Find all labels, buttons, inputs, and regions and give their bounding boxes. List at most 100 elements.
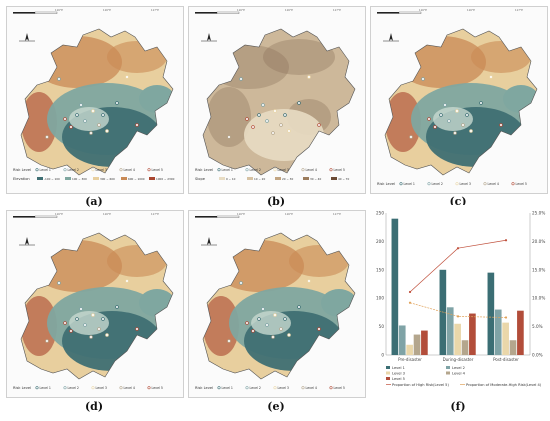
legend-variable-title: Slope <box>195 177 206 181</box>
legend-class-label: -100 ~ 100 <box>44 177 60 181</box>
legend-level-label: Level 5 <box>334 386 345 390</box>
risk-point <box>297 101 301 105</box>
legend-level-label: Level 5 <box>152 168 163 172</box>
map-svg: Risk Level Level 1 Level 2 Level 3 Level 4 Le… <box>195 8 356 181</box>
risk-point <box>101 113 105 117</box>
lon-tick: 116°E <box>419 8 427 12</box>
caption-d: (d) <box>84 400 104 413</box>
legend-level-label: Level 5 <box>334 168 345 172</box>
legend-entry: Level 5 <box>392 377 405 381</box>
legend-level-label: Level 3 <box>96 168 107 172</box>
y2-tick-label: 15.0% <box>532 267 545 272</box>
risk-point <box>261 307 265 311</box>
risk-point <box>455 109 459 113</box>
map-legend: Risk Level Level 1 Level 2 Level 3 Level 4 Le… <box>377 182 527 186</box>
y-tick-label: 0 <box>381 353 384 358</box>
risk-point <box>245 117 249 121</box>
risk-point <box>489 75 493 79</box>
y-tick-label: 100 <box>376 296 384 301</box>
risk-point <box>57 77 61 81</box>
bar-level-1 <box>487 272 495 355</box>
north-arrow-icon <box>201 237 217 246</box>
legend-level-label: Level 5 <box>516 182 527 186</box>
risk-point <box>287 129 291 133</box>
risk-point <box>89 131 93 135</box>
risk-point <box>453 131 457 135</box>
legend-class-label: 0 ~ 10 <box>226 177 236 181</box>
legend-title: Risk Level <box>13 168 31 172</box>
lon-tick: 116°E <box>467 8 475 12</box>
legend-level-label: Level 1 <box>222 386 233 390</box>
risk-point <box>69 125 73 129</box>
legend-class-label: 300 ~ 600 <box>100 177 115 181</box>
y-tick-label: 150 <box>376 267 384 272</box>
risk-point <box>273 313 277 317</box>
risk-point <box>125 75 129 79</box>
legend-title: Risk Level <box>195 168 213 172</box>
risk-point <box>227 339 231 343</box>
map-legend: Risk Level Level 1 Level 2 Level 3 Level 4 Le… <box>195 168 349 181</box>
scale-bar <box>195 216 217 218</box>
y2-tick-label: 20.0% <box>532 239 545 244</box>
lon-tick: 116°E <box>237 8 245 12</box>
risk-point <box>271 131 275 135</box>
risk-point <box>317 327 321 331</box>
legend-level-label: Level 2 <box>68 168 79 172</box>
north-arrow-icon <box>383 33 399 42</box>
map-elevation: Risk Level Level 1 Level 2 Level 3 Level 4 Le… <box>6 6 184 194</box>
legend-level-label: Level 4 <box>306 168 317 172</box>
legend-level-label: Level 1 <box>222 168 233 172</box>
y2-tick-label: 10.0% <box>532 296 545 301</box>
x-tick-label: Pre-disaster <box>398 357 422 362</box>
caption-c: (c) <box>449 195 467 208</box>
risk-point <box>317 123 321 127</box>
risk-point <box>91 109 95 113</box>
risk-point <box>251 125 255 129</box>
risk-point <box>97 327 101 331</box>
bar-level-4 <box>413 334 421 355</box>
risk-point <box>251 329 255 333</box>
legend-entry: Level 3 <box>392 372 405 376</box>
legend-class-label: 1000 ~ 2300 <box>156 177 175 181</box>
legend-level-label: Level 3 <box>96 386 107 390</box>
legend-level-label: Level 1 <box>40 168 51 172</box>
risk-point <box>75 113 79 117</box>
line-point <box>456 315 460 318</box>
legend-level-label: Level 1 <box>404 182 415 186</box>
risk-point <box>63 321 67 325</box>
legend-level-label: Level 3 <box>460 182 471 186</box>
risk-point <box>469 129 473 133</box>
y2-tick-label: 5.0% <box>532 324 543 329</box>
lon-tick: 116°E <box>103 212 111 216</box>
lon-tick: 116°E <box>285 212 293 216</box>
risk-point <box>115 101 119 105</box>
bar-level-5 <box>421 330 428 355</box>
legend-title: Risk Level <box>195 386 213 390</box>
legend-level-label: Level 1 <box>40 386 51 390</box>
bar-level-3 <box>406 344 413 355</box>
lon-tick: 116°E <box>103 8 111 12</box>
bar-level-3 <box>502 322 509 355</box>
risk-point <box>257 317 261 321</box>
lon-tick: 117°E <box>151 212 159 216</box>
map-slope: Risk Level Level 1 Level 2 Level 3 Level 4 Le… <box>188 6 366 194</box>
legend-class-label: 100 ~ 300 <box>72 177 87 181</box>
y2-tick-label: 25.0% <box>532 211 545 216</box>
risk-point <box>271 335 275 339</box>
risk-point <box>105 333 109 337</box>
risk-point <box>83 119 87 123</box>
x-tick-label: Post-disaster <box>493 357 519 362</box>
risk-point <box>45 135 49 139</box>
legend-entry: Level 1 <box>392 366 405 370</box>
map-legend: Risk Level Level 1 Level 2 Level 3 Level 4 Le… <box>13 386 163 390</box>
risk-point <box>83 323 87 327</box>
bar-level-5 <box>517 310 524 355</box>
scale-bar <box>13 216 35 218</box>
legend-entry: Proportion of High Risk(Level 5) <box>392 383 449 387</box>
map-svg: Risk Level Level 1 Level 2 Level 3 Level 4 Le… <box>377 8 538 186</box>
legend-class-label: 40 ~ 70 <box>338 177 349 181</box>
risk-point <box>265 323 269 327</box>
legend-level-label: Level 4 <box>488 182 499 186</box>
risk-point <box>75 317 79 321</box>
north-arrow-icon <box>201 33 217 42</box>
